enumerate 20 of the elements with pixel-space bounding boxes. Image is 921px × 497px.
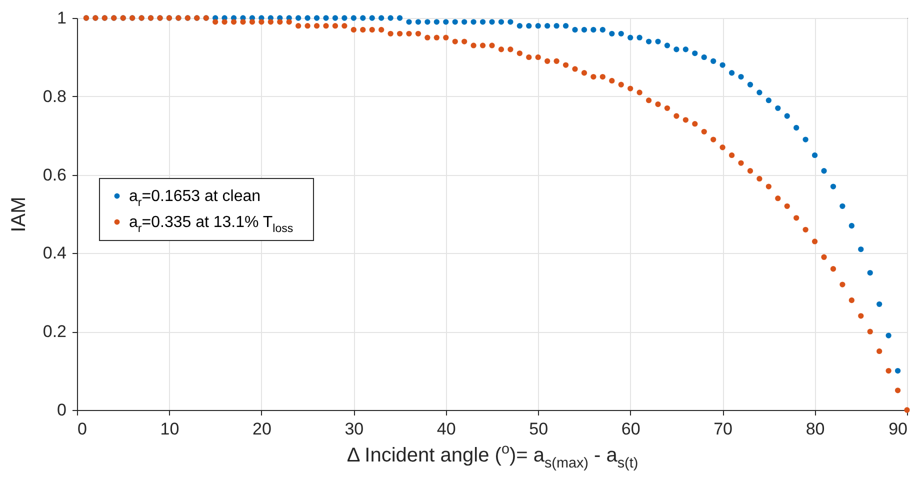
y-tick-label: 0 (57, 400, 66, 420)
x-tick-label: 50 (529, 420, 548, 438)
x-tick-label: 10 (160, 420, 180, 438)
x-tick-label: 90 (888, 420, 908, 438)
y-tick-label: 0.2 (42, 322, 66, 342)
y-tick-label: 0.8 (42, 86, 66, 106)
x-tick-label: 30 (344, 420, 364, 438)
x-axis-title: Δ Incident angle ($^{o}$)= a$_{s(max)}$ - a$_{s(t)}$ (346, 442, 638, 472)
x-tick-label: 20 (252, 420, 272, 438)
x-tick-label: 40 (436, 420, 456, 438)
legend-label: a$_{r}$=0.1653 at clean (129, 188, 261, 209)
x-tick-label: 0 (78, 420, 87, 438)
y-tick-label: 0.4 (42, 244, 66, 263)
y-tick-label: 1 (57, 8, 66, 28)
legend-label: a$_{r}$=0.335 at 13.1% T$_{loss}$ (129, 214, 294, 235)
x-tick-label: 80 (806, 420, 825, 438)
x-tick-label: 70 (714, 420, 733, 438)
y-tick-label: 0.6 (42, 165, 66, 184)
x-tick-label: 60 (621, 420, 640, 438)
y-axis-title: IAM (8, 196, 30, 232)
